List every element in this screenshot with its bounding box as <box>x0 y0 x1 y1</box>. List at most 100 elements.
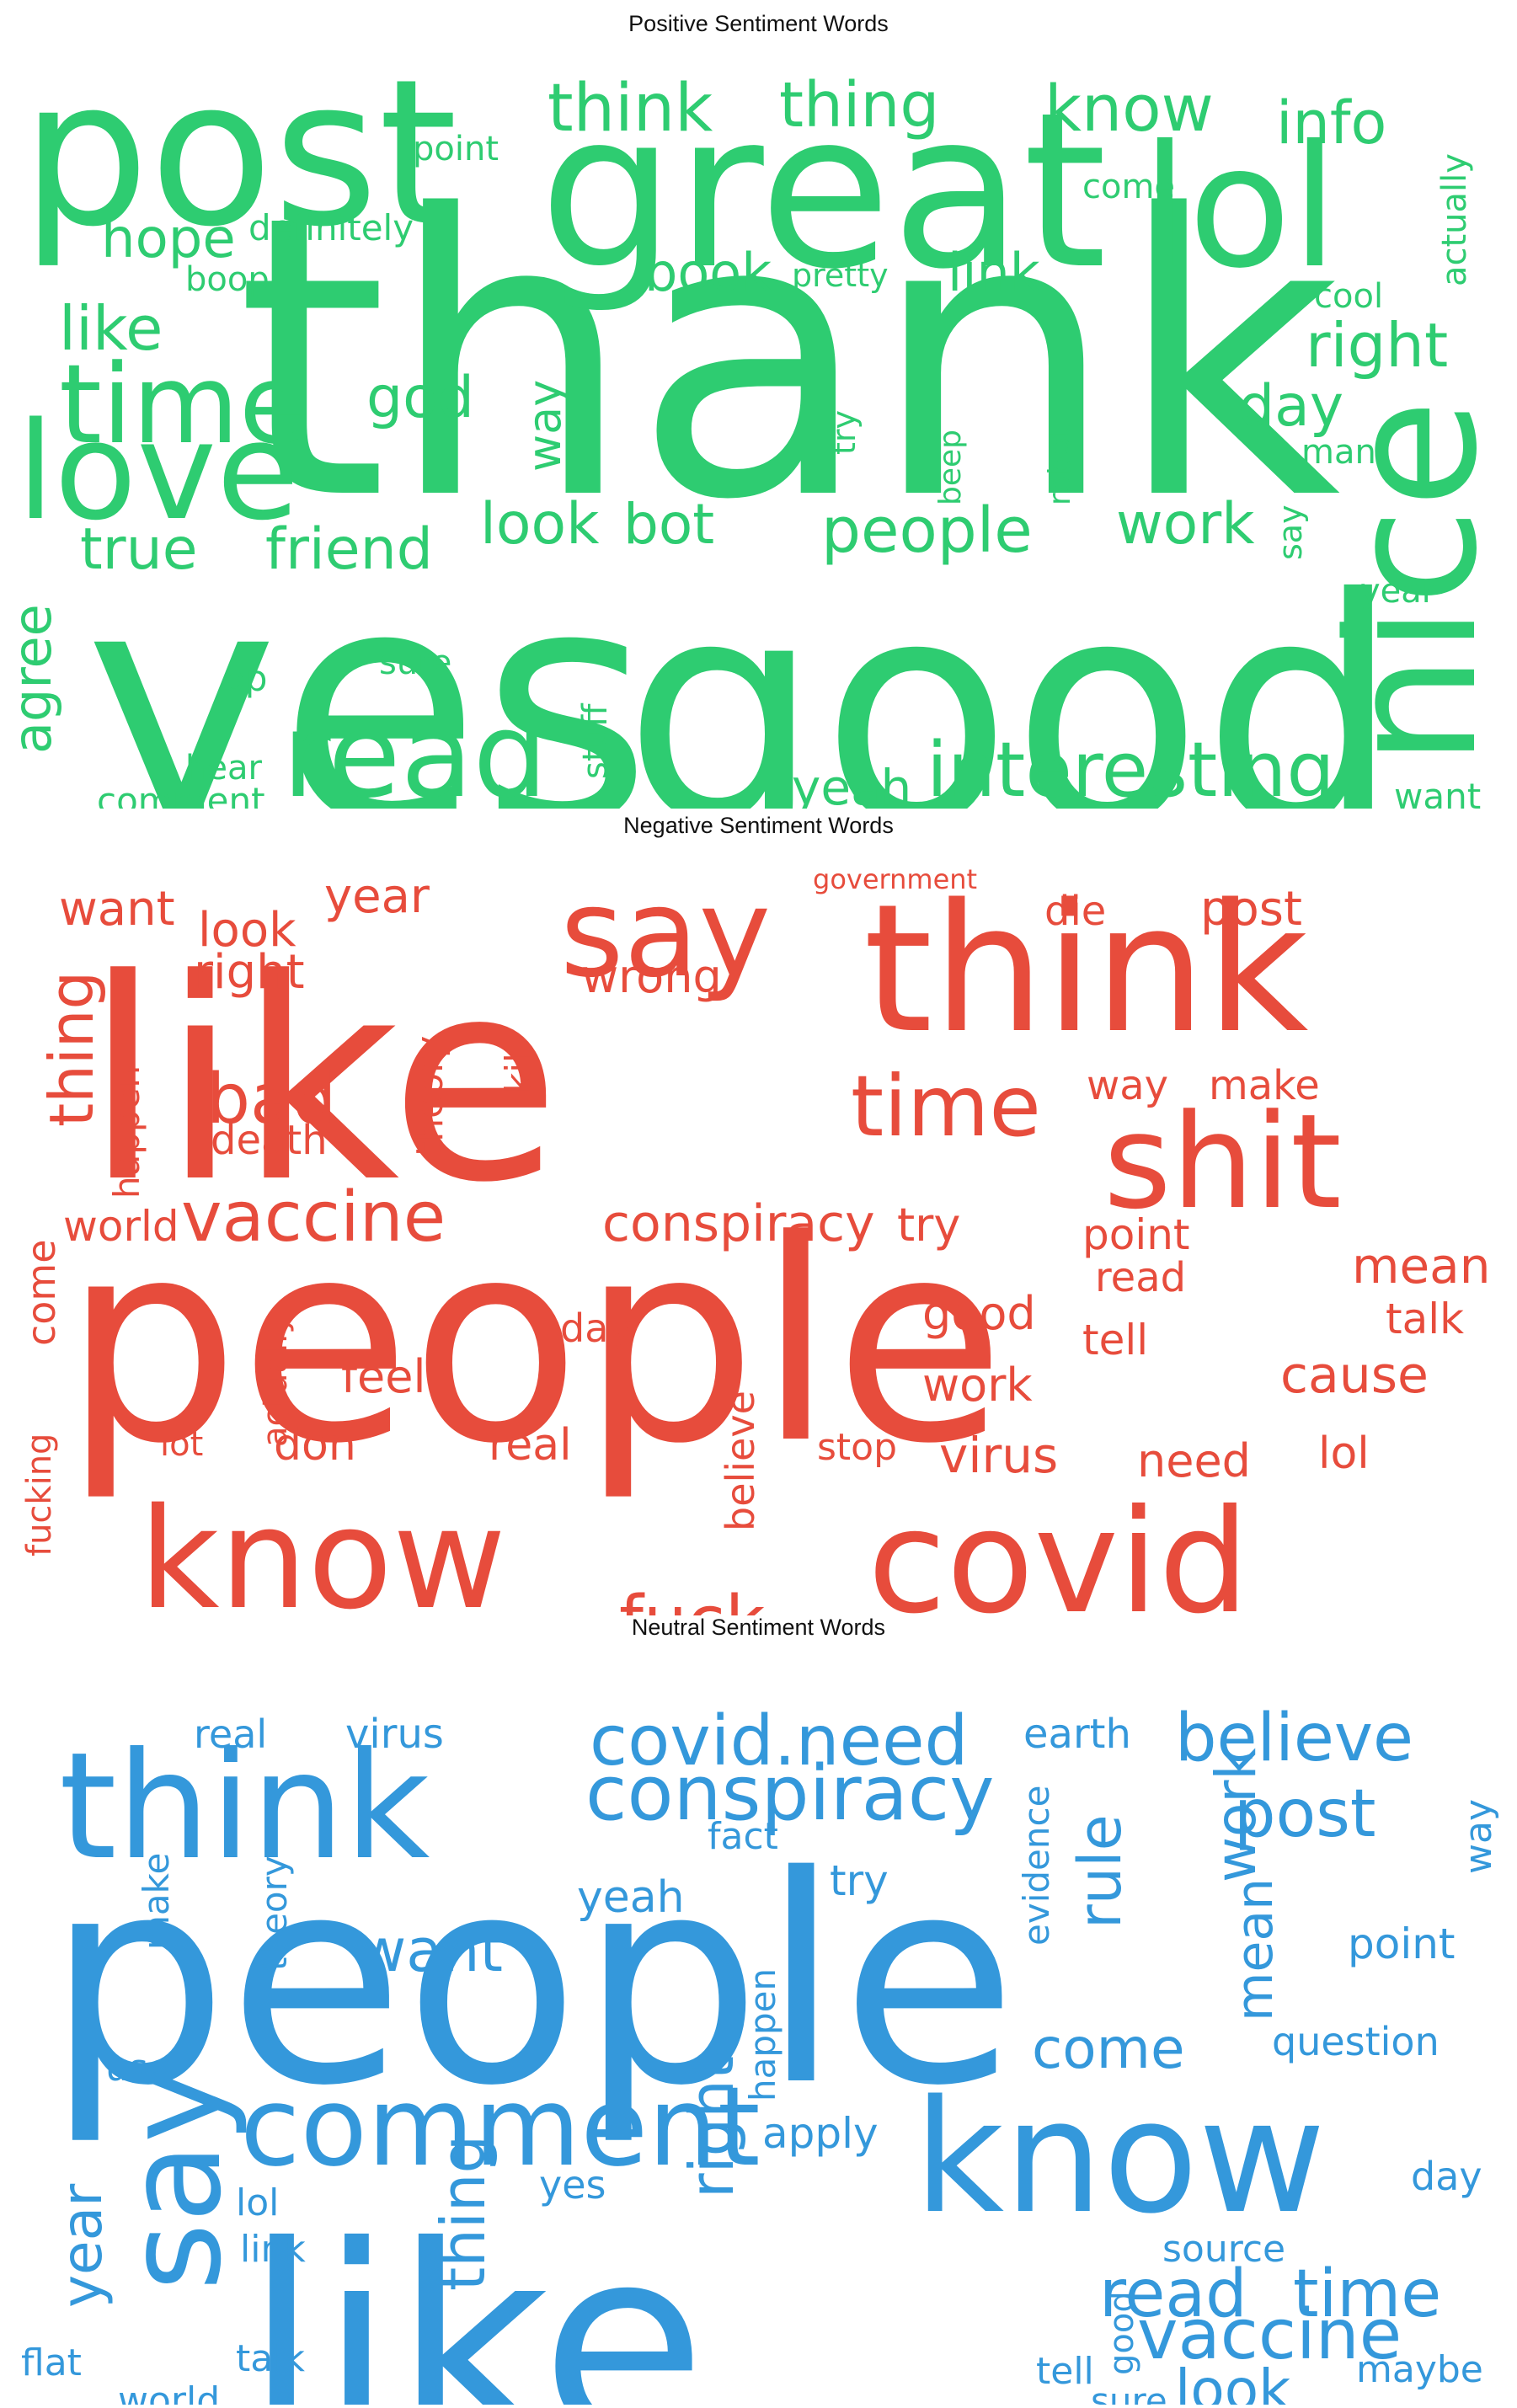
word-god: god <box>366 365 474 431</box>
word-right: right <box>1306 310 1448 381</box>
word-want: want <box>1394 776 1481 809</box>
word-know: know <box>139 1478 506 1615</box>
word-feel: feel <box>341 1350 425 1403</box>
word-think: think <box>59 1722 430 1893</box>
word-die: die <box>1044 888 1106 935</box>
word-fuck: fuck <box>619 1582 766 1615</box>
word-beep: beep <box>933 430 968 505</box>
panel-title: Negative Sentiment Words <box>623 813 894 838</box>
word-op: op <box>223 658 267 699</box>
word-bad: bad <box>206 1060 336 1140</box>
word-look: look <box>480 491 600 558</box>
word-read: read <box>1099 2256 1247 2332</box>
word-lol: lol <box>1318 1428 1370 1479</box>
word-work: work <box>922 1359 1033 1412</box>
word-point: point <box>1348 1919 1456 1968</box>
word-yeah: yeah <box>577 1872 685 1923</box>
word-time: time <box>59 340 307 468</box>
positive-panel: Positive Sentiment Words thank good yes gre… <box>0 0 1517 809</box>
word-theory: theory <box>409 1036 451 1156</box>
word-say: say <box>98 2066 250 2291</box>
word-evidence: evidence <box>1016 1786 1057 1946</box>
word-thank: thank <box>236 134 1341 585</box>
word-right: right <box>676 2056 747 2198</box>
word-post: post <box>1234 1776 1375 1852</box>
word-info: info <box>1276 88 1386 158</box>
word-great: great <box>539 67 1107 317</box>
word-sure: sure <box>379 643 451 682</box>
word-way: way <box>1457 1799 1500 1874</box>
word-say: say <box>560 862 771 1005</box>
word-pretty: pretty <box>792 257 889 294</box>
word-read: read <box>1095 1254 1186 1301</box>
word-comment: comment <box>97 780 265 809</box>
word-link: link <box>240 2228 306 2271</box>
word-know: know <box>1044 71 1214 146</box>
word-world: world <box>118 2379 220 2405</box>
word-cool: cool <box>1314 277 1383 316</box>
word-good: good <box>623 533 1400 809</box>
word-good: good <box>922 1287 1036 1340</box>
word-believe: believe <box>1175 1701 1413 1776</box>
word-work: work <box>1116 491 1255 558</box>
word-talk: talk <box>236 2337 305 2380</box>
word-flat: flat <box>21 2341 82 2384</box>
word-try: try <box>897 1199 960 1252</box>
word-need: need <box>1137 1434 1251 1487</box>
word-covid-need: covid.need <box>590 1701 969 1781</box>
word-lol: lol <box>236 2181 279 2224</box>
word-look: look <box>1175 2357 1291 2405</box>
word-point: point <box>413 130 499 168</box>
word-post: post <box>21 35 457 271</box>
neutral-panel: Neutral Sentiment Words people like know th… <box>0 1613 1517 2408</box>
word-sure: sure <box>1091 2380 1167 2405</box>
word-mean: mean <box>1352 1237 1490 1295</box>
word-think: think <box>863 866 1309 1072</box>
word-friend: friend <box>265 516 433 583</box>
word-use: use <box>105 2047 171 2090</box>
word-conspiracy: conspiracy <box>585 1749 995 1838</box>
word-vaccine: vaccine <box>1137 2295 1402 2375</box>
word-rule: rule <box>1066 1814 1135 1929</box>
word-agree: agree <box>2 604 63 754</box>
word-link: link <box>948 242 1040 303</box>
word-man: man <box>1301 433 1376 472</box>
word-read: read <box>282 687 548 809</box>
word-virus: virus <box>345 1711 444 1758</box>
word-conspiracy: conspiracy <box>602 1194 875 1253</box>
word-lol: lol <box>1141 109 1338 306</box>
word-yes: yes <box>539 2162 606 2208</box>
word-way: way <box>518 380 571 472</box>
word-covid: covid <box>868 1479 1249 1615</box>
word-time: time <box>851 1057 1041 1156</box>
word-talk: talk <box>1386 1295 1464 1343</box>
word-people: people <box>63 1181 1006 1504</box>
word-boop: boop <box>185 260 270 299</box>
word-comment: comment <box>240 2063 761 2191</box>
word-fact: fact <box>708 1815 778 1858</box>
word-real: real <box>489 1420 572 1471</box>
word-kill: kill <box>498 1044 539 1093</box>
word-stop: stop <box>817 1426 897 1469</box>
word-year: year <box>1360 572 1436 611</box>
word-good: good <box>1103 2291 1141 2375</box>
word-actually: actually <box>1435 153 1474 286</box>
word-mean: mean <box>1226 1878 1285 2021</box>
word-definitely: definitely <box>248 207 414 248</box>
word-think: think <box>548 71 713 147</box>
word-come: come <box>1082 168 1175 206</box>
word-know: know <box>914 2066 1326 2248</box>
word-post: post <box>1200 882 1302 937</box>
word-try: try <box>830 1856 889 1905</box>
word-nice: nice <box>1310 399 1516 766</box>
word-people: people <box>46 1815 1017 2149</box>
word-day: day <box>1238 373 1343 440</box>
word-don: don <box>274 1420 356 1471</box>
word-way: way <box>1087 1062 1168 1109</box>
word-happen: happen <box>106 1065 147 1199</box>
word-hope: hope <box>101 208 236 270</box>
word-government: government <box>813 863 977 895</box>
word-come: come <box>1032 2016 1185 2081</box>
